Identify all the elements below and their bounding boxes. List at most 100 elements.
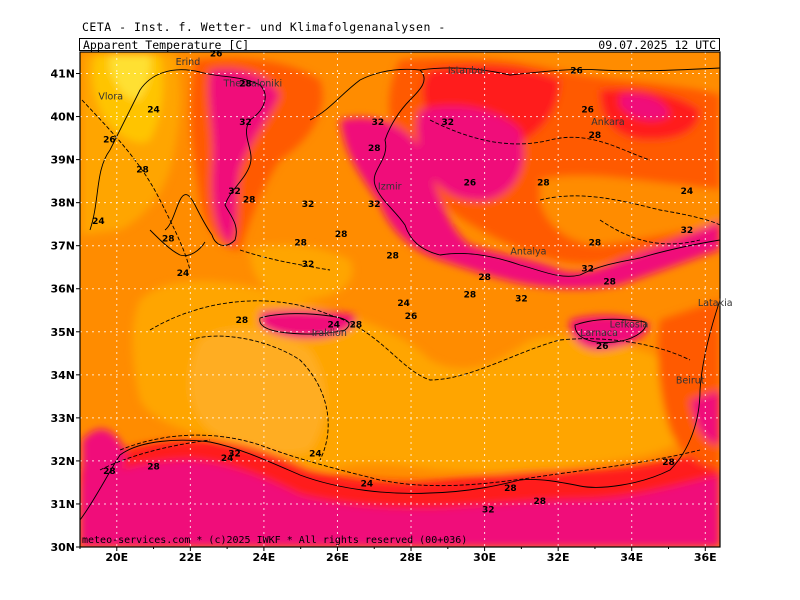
lat-tick-label: 40N: [50, 111, 75, 124]
place-label: Thessaloniki: [222, 78, 282, 89]
contour-value-label: 28: [464, 290, 477, 300]
title-bar: Apparent Temperature [C] 09.07.2025 12 U…: [79, 38, 720, 52]
place-labels: Erind Thessaloniki Vlora Istanbul Ankara Izmi…: [98, 57, 732, 387]
lat-tick-label: 41N: [50, 68, 75, 81]
valid-time-label: 09.07.2025 12 UTC: [598, 38, 716, 52]
contour-value-label: 24: [681, 187, 694, 197]
place-label: Izmir: [378, 182, 402, 193]
contour-value-label: 26: [570, 67, 583, 77]
contour-value-label: 28: [243, 196, 256, 206]
contour-value-label: 28: [239, 79, 252, 89]
coast-africa: [80, 299, 720, 521]
place-label: Istanbul: [448, 66, 486, 77]
contour-value-label: 32: [681, 226, 694, 236]
place-label: Latakia: [698, 298, 733, 309]
lon-tick-label: 30E: [473, 551, 496, 564]
copyright-footer: meteo-services.com * (c)2025 IWKF * All …: [82, 535, 468, 546]
lon-tick-label: 26E: [326, 551, 349, 564]
contour-value-label: 32: [372, 118, 385, 128]
africa-35: [80, 460, 720, 547]
contour-value-label: 26: [596, 342, 609, 352]
place-label: Erind: [176, 57, 201, 68]
contour-value-label: 24: [147, 105, 160, 115]
lon-tick-label: 24E: [252, 551, 275, 564]
contour-value-label: 28: [589, 239, 602, 249]
coast-greece: [89, 69, 266, 246]
contour-value-label: 26: [405, 312, 418, 322]
contour-value-label: 26: [581, 105, 594, 115]
lon-tick-label: 20E: [105, 551, 128, 564]
lon-tick-label: 22E: [179, 551, 202, 564]
cyprus-hot: [569, 315, 650, 350]
coast-cyprus: [574, 318, 647, 343]
lat-tick-label: 37N: [50, 240, 75, 253]
contour-value-label: 24: [309, 450, 322, 460]
contour-value-label: 24: [177, 269, 190, 279]
place-label: Ankara: [591, 117, 624, 128]
lon-tick-label: 32E: [547, 551, 570, 564]
contour-lines: [81, 99, 720, 487]
contour-value-label: 24: [328, 320, 341, 330]
contour-value-label: 28: [103, 467, 116, 477]
coast-turkey-west: [309, 68, 441, 256]
contour-value-label: 28: [537, 178, 550, 188]
contour-value-label: 32: [228, 450, 241, 460]
contour-value-label: 28: [294, 239, 307, 249]
contour-value-label: 32: [228, 187, 241, 197]
contour-value-label: 28: [534, 497, 547, 507]
contour-value-label: 24: [397, 299, 410, 309]
place-label: Beirut: [676, 375, 705, 386]
central-anatolia-26: [540, 175, 720, 245]
lon-axis: 20E 22E 24E 26E 28E 30E 32E 34E 36E: [79, 547, 717, 564]
graticule: [80, 52, 720, 547]
aegean-cool: [250, 244, 353, 300]
contour-value-label: 32: [482, 506, 495, 516]
contour-value-label: 32: [302, 260, 315, 270]
lat-tick-label: 36N: [50, 283, 75, 296]
lat-tick-label: 31N: [50, 498, 75, 511]
contour-value-label: 28: [147, 463, 160, 473]
contour-value-label: 28: [136, 166, 149, 176]
blacksea-cool: [520, 54, 720, 86]
contour-value-label: 32: [442, 118, 455, 128]
lat-tick-label: 32N: [50, 455, 75, 468]
contour-value-label: 28: [478, 273, 491, 283]
coastlines: [80, 67, 720, 521]
contour-value-label: 28: [368, 144, 381, 154]
coast-peloponnese: [149, 229, 206, 257]
lat-tick-label: 38N: [50, 197, 75, 210]
lat-tick-label: 34N: [50, 369, 75, 382]
sea-core-cool: [189, 329, 325, 454]
contour-value-label: 28: [662, 458, 675, 468]
lon-tick-label: 28E: [400, 551, 423, 564]
contour-value-label: 28: [350, 320, 363, 330]
place-label: Larnaca: [580, 328, 618, 339]
plot-frame: [79, 51, 721, 548]
lon-tick-label: 34E: [620, 551, 643, 564]
lon-tick-label: 36E: [694, 551, 717, 564]
contour-value-label: 24: [92, 217, 105, 227]
contour-value-label: 26: [210, 49, 223, 59]
place-label: Iraklion: [312, 328, 347, 339]
coast-blacksea: [419, 67, 720, 76]
place-label: Vlora: [98, 91, 123, 102]
place-label: Antalya: [510, 246, 546, 257]
coast-crete: [259, 313, 350, 335]
contour-value-label: 32: [302, 200, 315, 210]
contour-value-label: 32: [368, 200, 381, 210]
lat-tick-label: 33N: [50, 412, 75, 425]
anatolia-35a: [416, 106, 524, 201]
contour-value-label: 32: [515, 295, 528, 305]
lat-axis: 41N 40N 39N 38N 37N 36N 35N 34N 33N 32N 31N 30N: [50, 68, 80, 554]
lat-tick-label: 30N: [50, 541, 75, 554]
contour-value-label: 24: [221, 454, 234, 464]
contour-value-label: 28: [603, 277, 616, 287]
contour-value-label: 28: [236, 316, 249, 326]
coast-turkey-south: [439, 239, 720, 277]
contour-value-label: 32: [581, 265, 594, 275]
source-header: CETA - Inst. f. Wetter- und Klimafolgena…: [82, 20, 446, 34]
contour-value-label: 28: [162, 234, 175, 244]
contour-value-label: 28: [504, 484, 517, 494]
